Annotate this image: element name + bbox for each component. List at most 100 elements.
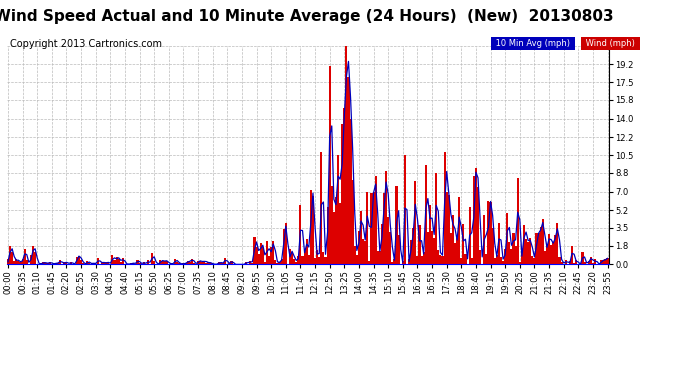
Bar: [362, 239, 364, 264]
Bar: [21, 259, 23, 264]
Bar: [604, 259, 607, 264]
Bar: [364, 241, 366, 264]
Bar: [174, 259, 176, 264]
Bar: [251, 262, 253, 264]
Bar: [178, 263, 180, 264]
Bar: [575, 260, 578, 264]
Bar: [517, 178, 519, 264]
Bar: [471, 258, 473, 264]
Bar: [504, 249, 506, 264]
Bar: [341, 124, 343, 264]
Bar: [186, 261, 188, 264]
Bar: [383, 194, 385, 264]
Bar: [324, 257, 326, 264]
Bar: [115, 257, 117, 264]
Bar: [222, 262, 224, 264]
Bar: [44, 263, 47, 264]
Bar: [529, 238, 531, 264]
Text: 10 Min Avg (mph): 10 Min Avg (mph): [493, 39, 573, 48]
Bar: [523, 225, 525, 264]
Bar: [111, 255, 113, 264]
Bar: [371, 194, 373, 264]
Bar: [283, 229, 285, 264]
Bar: [331, 186, 333, 264]
Bar: [397, 235, 400, 264]
Bar: [582, 252, 584, 264]
Bar: [70, 262, 72, 264]
Bar: [11, 252, 13, 264]
Bar: [88, 263, 90, 264]
Bar: [511, 249, 513, 264]
Bar: [153, 261, 155, 264]
Bar: [423, 252, 425, 264]
Bar: [249, 261, 251, 264]
Bar: [113, 261, 115, 264]
Bar: [9, 246, 11, 264]
Bar: [193, 263, 195, 264]
Bar: [184, 263, 186, 264]
Bar: [312, 196, 314, 264]
Bar: [584, 262, 586, 264]
Bar: [228, 263, 230, 264]
Bar: [147, 260, 149, 264]
Bar: [552, 242, 554, 264]
Bar: [444, 152, 446, 264]
Bar: [527, 242, 529, 264]
Bar: [373, 192, 375, 264]
Bar: [176, 262, 178, 264]
Bar: [368, 261, 371, 264]
Bar: [281, 259, 283, 264]
Bar: [454, 243, 456, 264]
Bar: [573, 262, 575, 264]
Bar: [592, 263, 594, 264]
Bar: [393, 259, 395, 264]
Bar: [462, 224, 464, 264]
Bar: [210, 263, 212, 264]
Bar: [356, 255, 358, 264]
Bar: [268, 256, 270, 264]
Bar: [607, 258, 609, 264]
Bar: [23, 249, 26, 264]
Bar: [285, 224, 287, 264]
Bar: [262, 248, 264, 264]
Bar: [389, 232, 391, 264]
Bar: [230, 261, 233, 264]
Bar: [164, 261, 166, 264]
Bar: [448, 195, 450, 264]
Bar: [320, 153, 322, 264]
Bar: [352, 180, 354, 264]
Bar: [105, 262, 107, 264]
Bar: [350, 118, 352, 264]
Bar: [379, 251, 381, 264]
Bar: [316, 250, 318, 264]
Bar: [533, 258, 535, 264]
Bar: [270, 247, 273, 264]
Bar: [318, 257, 320, 264]
Bar: [204, 261, 206, 264]
Bar: [328, 66, 331, 264]
Bar: [358, 231, 360, 264]
Bar: [295, 262, 297, 264]
Bar: [34, 252, 36, 264]
Bar: [421, 256, 423, 264]
Bar: [255, 247, 257, 264]
Bar: [506, 213, 509, 264]
Bar: [554, 235, 556, 264]
Bar: [266, 241, 268, 264]
Bar: [139, 263, 141, 264]
Bar: [166, 261, 168, 264]
Bar: [339, 203, 341, 264]
Bar: [354, 246, 356, 264]
Bar: [302, 256, 304, 264]
Bar: [197, 261, 199, 264]
Bar: [473, 176, 475, 264]
Bar: [314, 258, 316, 264]
Bar: [460, 258, 462, 264]
Bar: [535, 233, 538, 264]
Bar: [483, 215, 485, 264]
Bar: [277, 263, 279, 264]
Bar: [32, 246, 34, 264]
Bar: [431, 231, 433, 264]
Bar: [208, 262, 210, 264]
Bar: [477, 188, 479, 264]
